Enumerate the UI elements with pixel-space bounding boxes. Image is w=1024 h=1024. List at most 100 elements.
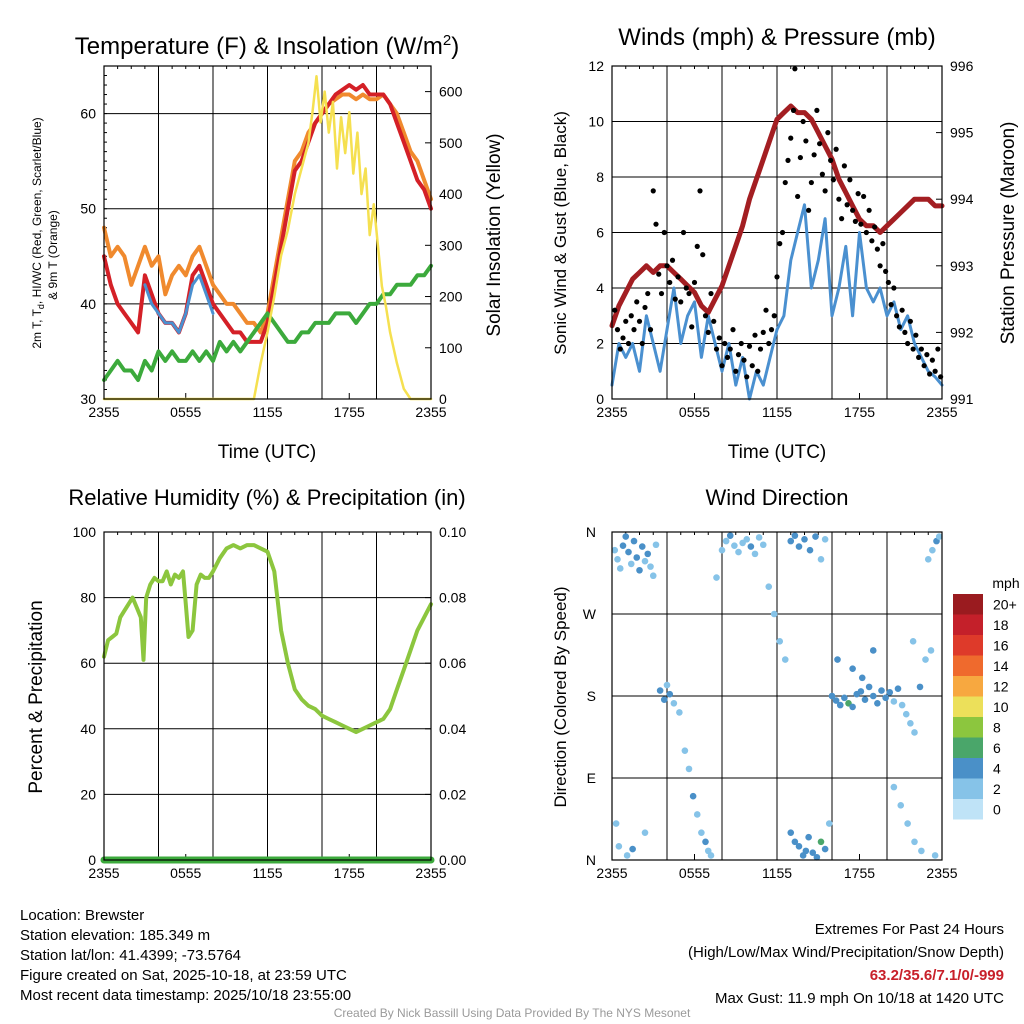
gust-point (795, 193, 801, 200)
gust-point (689, 324, 695, 330)
wdir-point (886, 689, 894, 696)
gust-point (713, 346, 720, 352)
temp-ytick-right-label: 500 (439, 135, 463, 151)
wdir-point (806, 546, 814, 554)
legend-swatch (953, 758, 983, 779)
rh-line (102, 543, 433, 735)
wdir-point (821, 845, 829, 853)
wdir-point (698, 829, 705, 836)
gust-point (768, 327, 775, 333)
temp-xlabel: Time (UTC) (218, 442, 317, 463)
wdir-point (743, 535, 751, 543)
rh-xtick-label: 2355 (415, 865, 446, 881)
wind-xtick-label: 1755 (844, 404, 875, 420)
wdir-point (747, 543, 755, 550)
wdir-point (857, 688, 865, 695)
humidity-chart: 2355 0555 1155 1755 23550204060801000.000.02… (26, 485, 466, 881)
wdir-point (622, 533, 630, 540)
wind-xlabel: Time (UTC) (728, 442, 827, 463)
wdir-point (765, 583, 773, 590)
wdir-point (828, 692, 836, 700)
gust-point (863, 229, 869, 236)
created-text: Figure created on Sat, 2025-10-18, at 23… (20, 967, 347, 984)
wdir-point (795, 843, 803, 850)
wind-ytick-right-label: 992 (950, 324, 974, 340)
wdir-xtick-label: 2355 (596, 865, 627, 881)
gust-point (866, 207, 872, 213)
wdir-point (890, 783, 898, 791)
wdir-point (841, 694, 848, 702)
wdir-point (849, 703, 856, 711)
gust-point (803, 138, 809, 144)
wdir-xtick-label: 1755 (844, 865, 875, 881)
wdir-point (907, 720, 914, 727)
wind-frame (611, 65, 943, 400)
gust-point (869, 238, 875, 244)
gust-point (841, 163, 847, 169)
gust-point (683, 285, 689, 291)
gust-point (877, 263, 883, 269)
gust-point (711, 318, 717, 324)
latlon-text: Station lat/lon: 41.4399; -73.5764 (20, 947, 242, 964)
wind-ylabel: Sonic Wind & Gust (Blue, Black) (551, 111, 570, 355)
gust-point (631, 327, 637, 333)
temp-xtick-label: 1755 (334, 404, 365, 420)
wdir-point (911, 838, 918, 846)
wdir-point (611, 546, 619, 554)
wdir-point (897, 802, 905, 809)
wdir-point (612, 820, 620, 827)
wdir-point (918, 847, 925, 855)
wind-speed-line (610, 203, 944, 401)
wdir-point (644, 550, 652, 558)
gust-point (678, 299, 684, 305)
wdir-point (636, 566, 643, 574)
gust-point (899, 307, 905, 313)
gust-point (642, 304, 648, 311)
wind-xtick-label: 2355 (926, 404, 957, 420)
gust-point (902, 329, 908, 335)
gust-point (806, 207, 812, 213)
wdir-point (802, 847, 810, 855)
gust-point (702, 313, 709, 319)
temp-ylabel-line1: 2m T, Td, HI/WC (Red, Green, Scarlet/Blu… (30, 117, 46, 348)
gust-point (924, 352, 930, 358)
rh-ytick-label: 40 (80, 721, 96, 737)
wdir-point (776, 638, 784, 645)
temp-ytick-label: 40 (80, 296, 96, 312)
gust-point (788, 135, 794, 141)
gust-point (675, 274, 681, 280)
wdir-point (656, 687, 664, 694)
wdir-point (770, 610, 778, 618)
gust-point (667, 279, 673, 286)
wind-ytick-right-label: 995 (950, 125, 974, 141)
wdir-point (652, 541, 660, 549)
gust-point (763, 307, 769, 313)
temperature-chart: 2355 0555 1155 1755 235530405060010020030040… (30, 32, 505, 463)
gust-point (792, 66, 798, 72)
gust-point (858, 221, 864, 227)
gust-point (645, 290, 651, 297)
wdir-point (894, 685, 902, 693)
wdir-point (630, 537, 638, 545)
wdir-point (726, 532, 734, 539)
gust-point (811, 152, 817, 158)
gust-point (830, 177, 836, 183)
wdir-point (904, 820, 911, 827)
gust-point (757, 346, 764, 352)
gust-point (935, 346, 941, 352)
temp-ytick-label: 60 (80, 106, 96, 122)
rh-frame (103, 531, 432, 861)
wdir-point (781, 656, 789, 663)
temp-ytick-right-label: 600 (439, 84, 463, 100)
wdir-point (722, 537, 730, 545)
wdir-point (759, 541, 767, 549)
wind-xtick-label: 0555 (679, 404, 710, 420)
gust-point (891, 285, 897, 291)
wdir-point (821, 535, 829, 543)
gust-point (872, 224, 878, 230)
gust-point (749, 363, 755, 369)
wdir-point (874, 699, 881, 707)
legend-title: mph (992, 575, 1019, 591)
temp-ylabel-line2: & 9m T (Orange) (46, 210, 60, 300)
wind-ytick-label: 10 (588, 114, 604, 130)
